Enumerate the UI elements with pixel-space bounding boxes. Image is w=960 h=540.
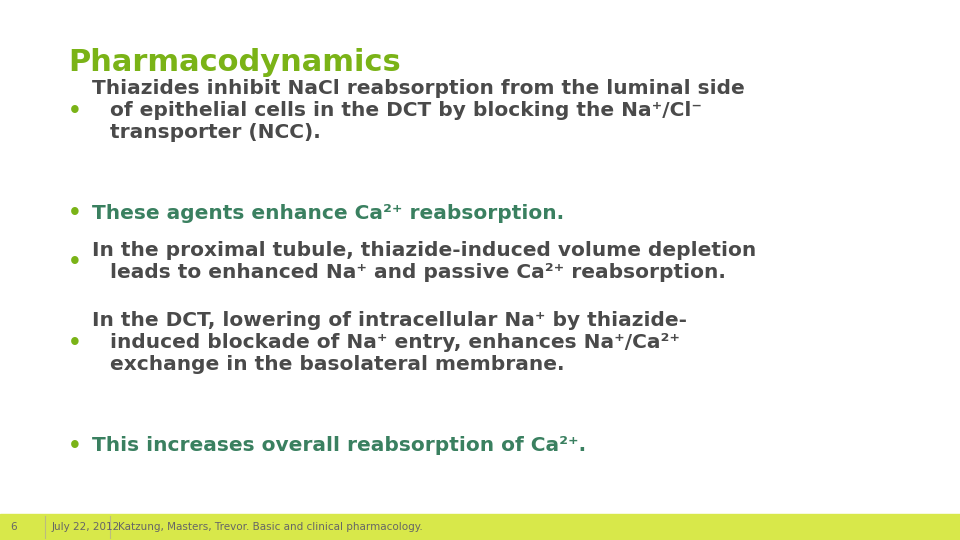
Text: induced blockade of Na⁺ entry, enhances Na⁺/Ca²⁺: induced blockade of Na⁺ entry, enhances … bbox=[110, 333, 680, 353]
Text: Pharmacodynamics: Pharmacodynamics bbox=[68, 48, 400, 77]
Text: •: • bbox=[68, 100, 82, 121]
Text: exchange in the basolateral membrane.: exchange in the basolateral membrane. bbox=[110, 355, 564, 374]
Text: These agents enhance Ca²⁺ reabsorption.: These agents enhance Ca²⁺ reabsorption. bbox=[92, 204, 564, 223]
Text: July 22, 2012: July 22, 2012 bbox=[52, 522, 120, 532]
Text: of epithelial cells in the DCT by blocking the Na⁺/Cl⁻: of epithelial cells in the DCT by blocki… bbox=[110, 101, 702, 120]
Text: •: • bbox=[68, 203, 82, 224]
Text: •: • bbox=[68, 333, 82, 353]
Text: •: • bbox=[68, 252, 82, 272]
Text: 6: 6 bbox=[10, 522, 16, 532]
Text: leads to enhanced Na⁺ and passive Ca²⁺ reabsorption.: leads to enhanced Na⁺ and passive Ca²⁺ r… bbox=[110, 264, 726, 282]
Text: In the DCT, lowering of intracellular Na⁺ by thiazide-: In the DCT, lowering of intracellular Na… bbox=[92, 312, 687, 330]
Text: This increases overall reabsorption of Ca²⁺.: This increases overall reabsorption of C… bbox=[92, 436, 587, 455]
Text: •: • bbox=[68, 435, 82, 456]
Text: Thiazides inhibit NaCl reabsorption from the luminal side: Thiazides inhibit NaCl reabsorption from… bbox=[92, 79, 745, 98]
Text: transporter (NCC).: transporter (NCC). bbox=[110, 123, 321, 142]
Bar bbox=[0, 514, 960, 540]
Text: In the proximal tubule, thiazide-induced volume depletion: In the proximal tubule, thiazide-induced… bbox=[92, 241, 756, 260]
Text: Katzung, Masters, Trevor. Basic and clinical pharmacology.: Katzung, Masters, Trevor. Basic and clin… bbox=[118, 522, 422, 532]
